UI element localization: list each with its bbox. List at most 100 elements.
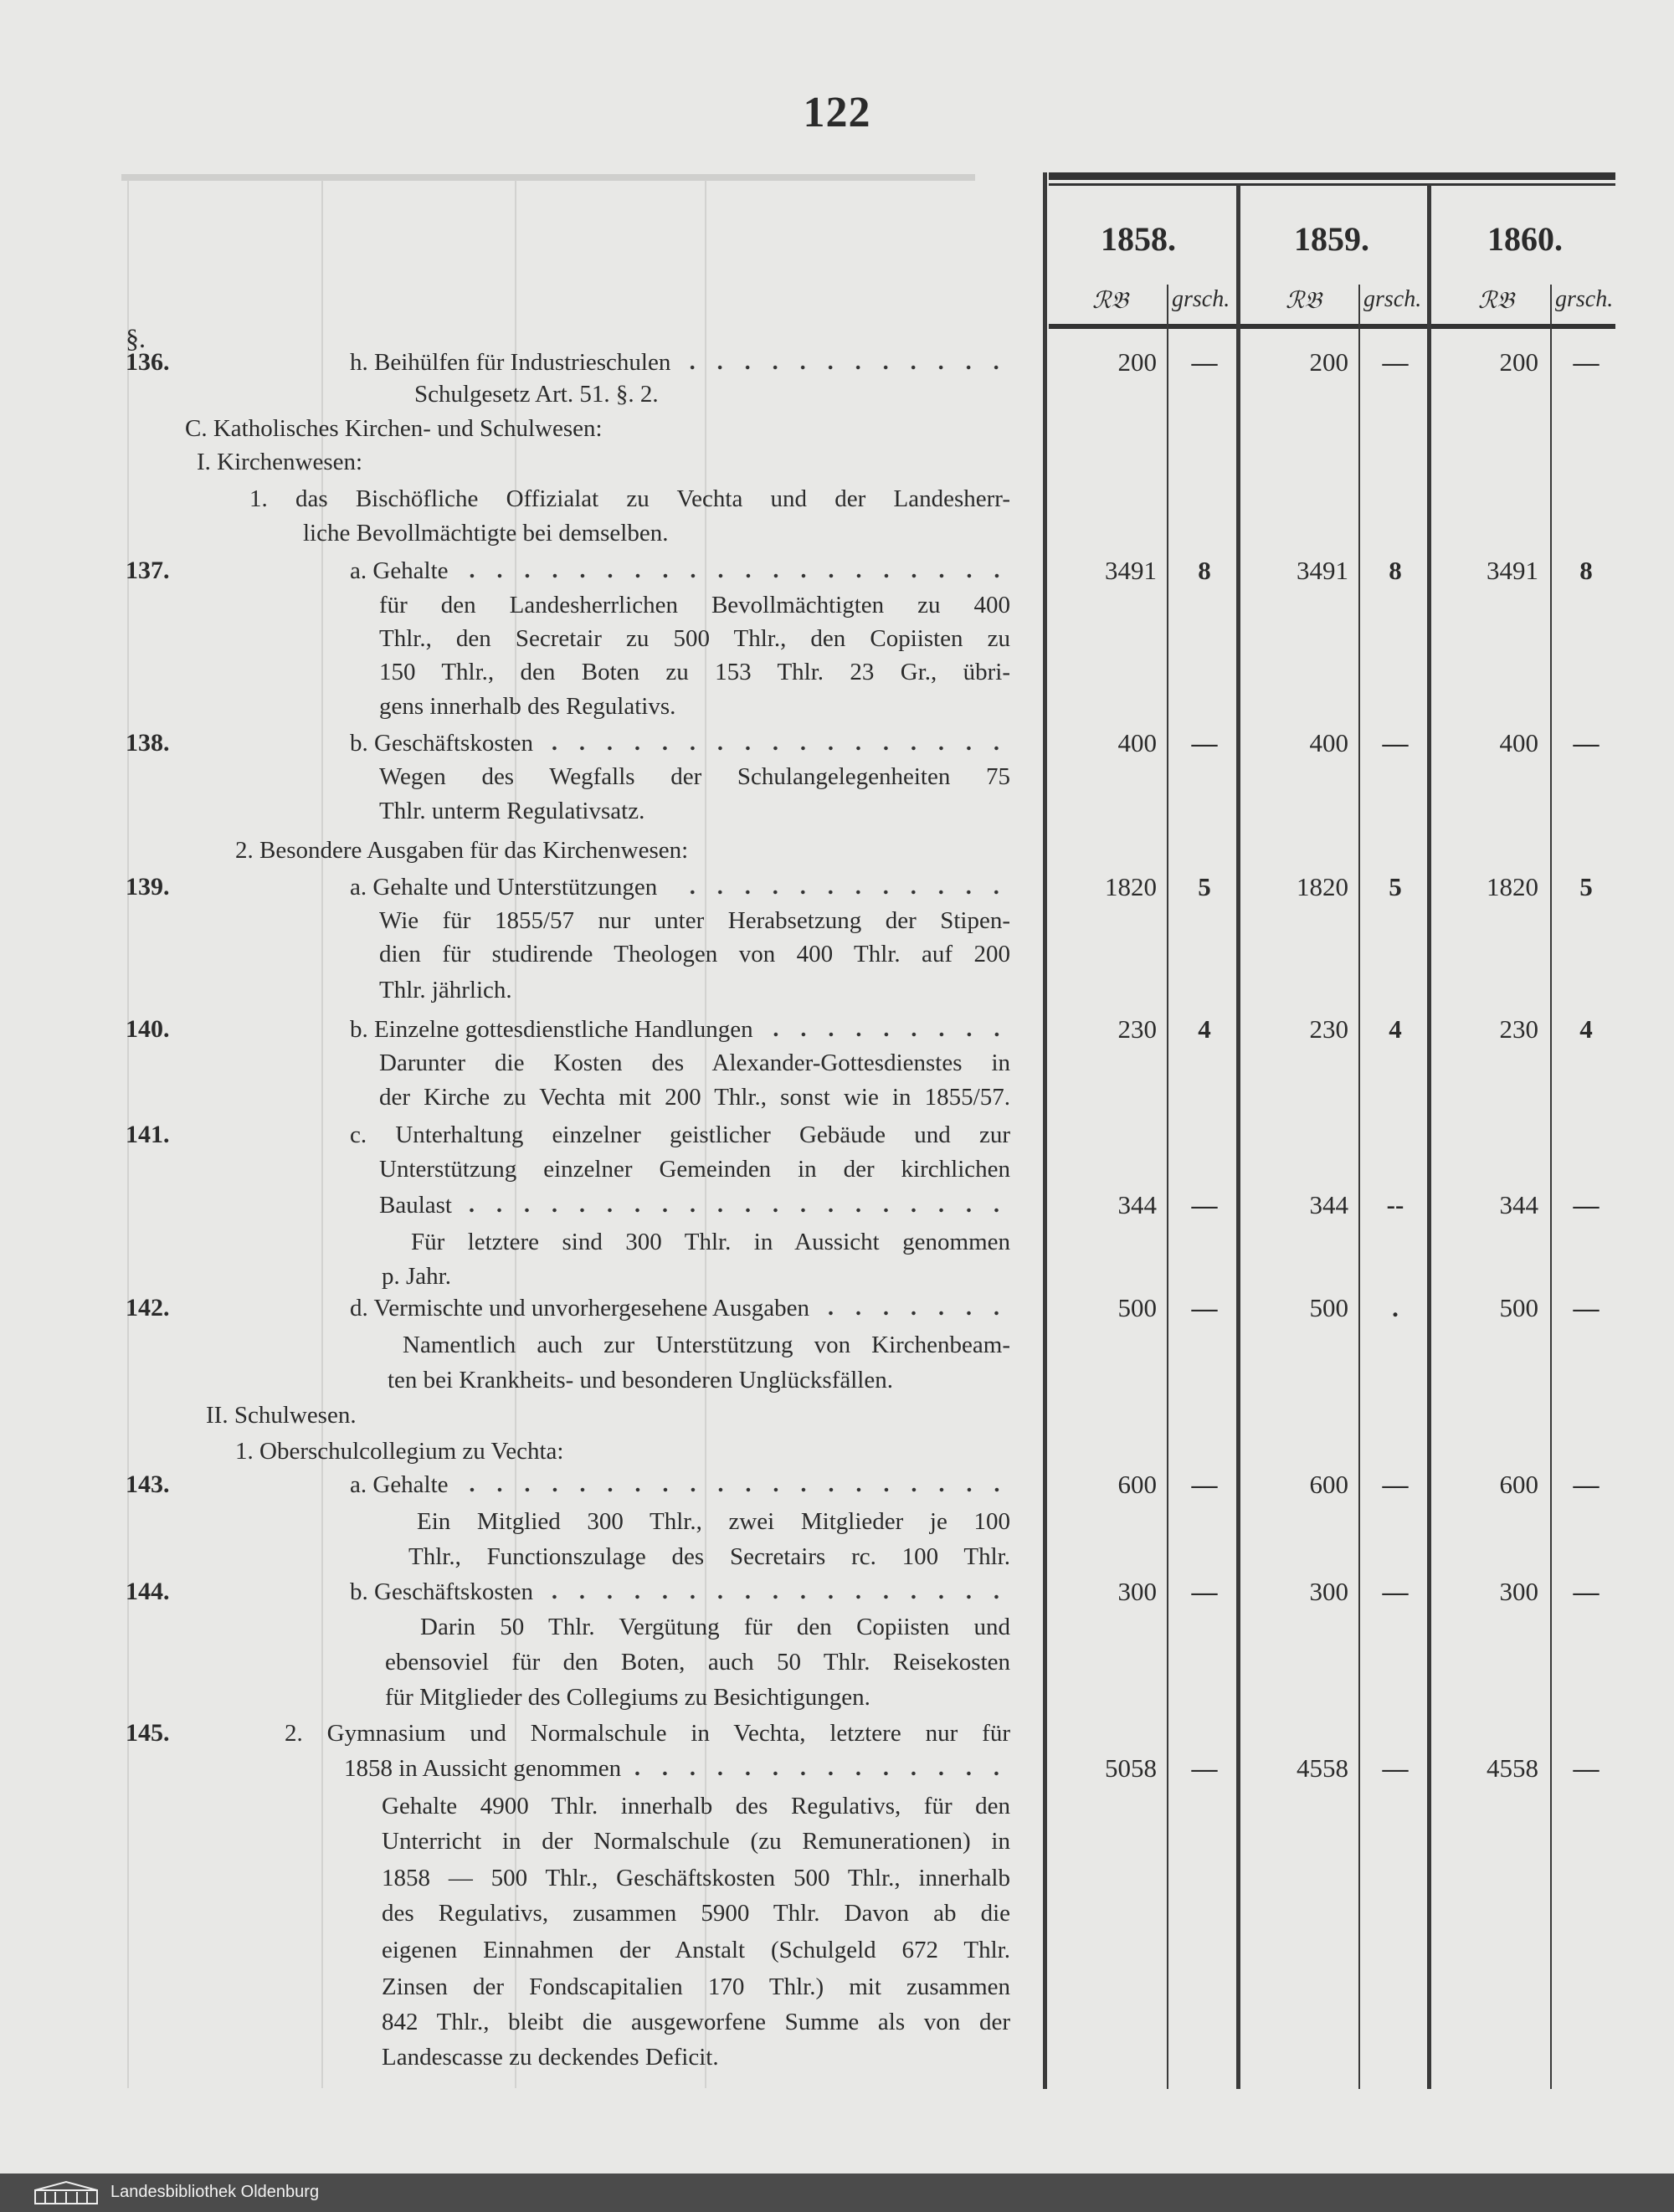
entry-text: I. Kirchenwesen:: [197, 449, 363, 475]
entry-line: a. Gehalte: [350, 554, 1010, 588]
section-number: 145.: [126, 1719, 170, 1747]
thaler-amount: 344: [1309, 1190, 1349, 1219]
section-number: 142.: [126, 1294, 170, 1322]
entry-line: C. Katholisches Kirchen- und Schulwesen:: [185, 412, 603, 445]
thaler-unit: ℛ𝔅: [1478, 288, 1514, 314]
entry-line: Darin 50 Thlr. Vergütung für den Copiist…: [420, 1610, 1010, 1644]
unit-divider: [1550, 285, 1552, 2089]
entry-text: d. Vermischte und unvorhergesehene Ausga…: [350, 1295, 809, 1322]
groschen-amount: 8: [1389, 556, 1402, 585]
year-divider: [1427, 184, 1431, 2089]
paragraph-column-header: §.: [126, 323, 146, 353]
groschen-amount: .: [1392, 1293, 1399, 1322]
entry-text: 2. Gymnasium und Normalschule in Vechta,…: [285, 1720, 1010, 1747]
entry-line: Schulgesetz Art. 51. §. 2.: [414, 377, 659, 411]
entry-text: 2. Besondere Ausgaben für das Kirchenwes…: [235, 837, 689, 864]
entry-line: Namentlich auch zur Unterstützung von Ki…: [403, 1328, 1010, 1362]
groschen-amount: —: [1573, 1753, 1600, 1783]
entry-line: Unterstützung einzelner Gemeinden in der…: [379, 1152, 1010, 1186]
groschen-amount: —: [1191, 1293, 1218, 1322]
table-top-rule-thin: [1049, 183, 1615, 186]
entry-text: Thlr. jährlich.: [379, 977, 512, 1003]
entry-text: Thlr., Functionszulage des Secretairs rc…: [408, 1543, 1010, 1570]
thaler-amount: 600: [1499, 1470, 1539, 1499]
groschen-unit: grsch.: [1555, 286, 1614, 312]
entry-text: für Mitglieder des Collegiums zu Besicht…: [385, 1684, 870, 1711]
groschen-amount: 5: [1198, 872, 1211, 901]
groschen-amount: —: [1573, 1190, 1600, 1219]
thaler-amount: 300: [1309, 1577, 1349, 1606]
entry-text: Zinsen der Fondscapitalien 170 Thlr.) mi…: [382, 1973, 1010, 2000]
entry-line: eigenen Einnahmen der Anstalt (Schulgeld…: [382, 1933, 1010, 1967]
thaler-amount: 400: [1117, 728, 1158, 757]
entry-line: b. Einzelne gottesdienstliche Handlungen: [350, 1013, 1010, 1046]
entry-text: Baulast: [379, 1192, 452, 1219]
entry-text: der Kirche zu Vechta mit 200 Thlr., sons…: [379, 1084, 1010, 1111]
entry-line: 1858 — 500 Thlr., Geschäftskosten 500 Th…: [382, 1861, 1010, 1895]
entry-text: p. Jahr.: [382, 1263, 451, 1290]
section-number: 138.: [126, 729, 170, 757]
thaler-amount: 500: [1309, 1293, 1349, 1322]
thaler-amount: 230: [1499, 1014, 1539, 1044]
year-header-1860: 1860.: [1487, 220, 1563, 258]
entry-line: liche Bevollmächtigte bei demselben.: [303, 516, 668, 550]
entry-line: c. Unterhaltung einzelner geistlicher Ge…: [350, 1118, 1010, 1152]
entry-text: Unterstützung einzelner Gemeinden in der…: [379, 1156, 1010, 1183]
entry-text: Darunter die Kosten des Alexander-Gottes…: [379, 1050, 1010, 1076]
entry-line: 1. Oberschulcollegium zu Vechta:: [235, 1434, 563, 1468]
thaler-amount: 1820: [1487, 872, 1538, 901]
entry-text: Darin 50 Thlr. Vergütung für den Copiist…: [420, 1614, 1010, 1640]
year-divider: [1236, 184, 1240, 2089]
thaler-amount: 200: [1309, 347, 1349, 377]
groschen-amount: --: [1386, 1190, 1404, 1219]
unit-divider: [1167, 285, 1168, 2089]
thaler-amount: 230: [1309, 1014, 1349, 1044]
bleed-through-line: [127, 180, 129, 2088]
thaler-amount: 400: [1499, 728, 1539, 757]
groschen-amount: —: [1382, 347, 1409, 377]
entry-text: h. Beihülfen für Industrieschulen: [350, 349, 671, 376]
thaler-amount: 400: [1309, 728, 1349, 757]
groschen-amount: —: [1573, 1470, 1600, 1499]
groschen-unit: grsch.: [1172, 286, 1230, 312]
entry-line: Thlr., Functionszulage des Secretairs rc…: [408, 1540, 1010, 1573]
groschen-amount: —: [1573, 1577, 1600, 1606]
thaler-unit: ℛ𝔅: [1092, 288, 1128, 314]
groschen-amount: —: [1573, 1293, 1600, 1322]
groschen-amount: —: [1382, 728, 1409, 757]
thaler-amount: 600: [1309, 1470, 1349, 1499]
thaler-amount: 300: [1499, 1577, 1539, 1606]
entry-text: 1858 — 500 Thlr., Geschäftskosten 500 Th…: [382, 1865, 1010, 1891]
groschen-amount: —: [1191, 1577, 1218, 1606]
year-header-1858: 1858.: [1101, 220, 1176, 258]
entry-line: ten bei Krankheits- und besonderen Unglü…: [388, 1363, 893, 1397]
entry-text: 842 Thlr., bleibt die ausgeworfene Summe…: [382, 2009, 1010, 2035]
dot-leader: [631, 1771, 1010, 1776]
entry-line: des Regulativs, zusammen 5900 Thlr. Davo…: [382, 1896, 1010, 1930]
entry-text: 1858 in Aussicht genommen: [344, 1755, 622, 1782]
thaler-amount: 500: [1117, 1293, 1158, 1322]
entry-line: für den Landesherrlichen Bevollmächtigte…: [379, 588, 1010, 622]
section-number: 140.: [126, 1015, 170, 1043]
entry-line: gens innerhalb des Regulativs.: [379, 690, 675, 723]
entry-text: a. Gehalte und Unterstützungen: [350, 874, 658, 901]
entry-line: b. Geschäftskosten: [350, 1575, 1010, 1609]
entry-text: b. Geschäftskosten: [350, 730, 534, 757]
entry-text: ten bei Krankheits- und besonderen Unglü…: [388, 1367, 893, 1393]
entry-text: für den Landesherrlichen Bevollmächtigte…: [379, 592, 1010, 618]
entry-line: p. Jahr.: [382, 1260, 451, 1293]
entry-line: Thlr. jährlich.: [379, 973, 512, 1007]
bleed-through-line: [515, 180, 516, 2088]
entry-line: Gehalte 4900 Thlr. innerhalb des Regulat…: [382, 1789, 1010, 1823]
entry-line: I. Kirchenwesen:: [197, 445, 362, 479]
groschen-amount: —: [1191, 728, 1218, 757]
library-building-icon: [34, 2180, 98, 2204]
entry-line: Für letztere sind 300 Thlr. in Aussicht …: [411, 1225, 1010, 1259]
thaler-amount: 3491: [1105, 556, 1157, 585]
entry-line: Wie für 1855/57 nur unter Herabsetzung d…: [379, 904, 1010, 937]
groschen-amount: 4: [1389, 1014, 1402, 1044]
bleed-through-line: [321, 180, 323, 2088]
thaler-amount: 600: [1117, 1470, 1158, 1499]
section-number: 139.: [126, 873, 170, 901]
page-number: 122: [803, 89, 871, 136]
